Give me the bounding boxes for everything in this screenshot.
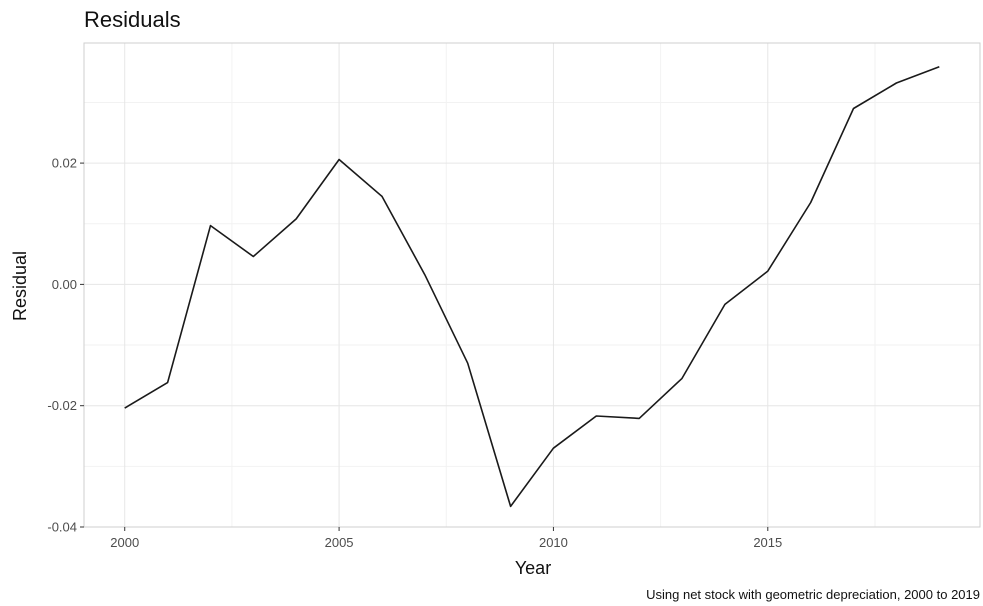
series-line [124,65,940,508]
plot-panel-border [83,42,981,528]
chart-caption: Using net stock with geometric depreciat… [646,587,980,602]
grid [84,43,980,528]
x-tick-label: 2015 [753,535,782,550]
axis-ticks: 2000 2005 2010 2015 -0.04 -0.02 0.00 0.02 [47,156,782,550]
series-group [124,65,940,508]
x-tick-label: 2010 [539,535,568,550]
y-tick-label: -0.04 [47,520,77,535]
chart-title: Residuals [84,7,181,32]
x-tick-label: 2000 [110,535,139,550]
y-tick-label: 0.02 [52,156,77,171]
x-axis-title: Year [515,558,551,578]
y-axis-title: Residual [10,251,30,321]
y-tick-label: -0.02 [47,398,77,413]
x-tick-label: 2005 [325,535,354,550]
y-tick-label: 0.00 [52,277,77,292]
